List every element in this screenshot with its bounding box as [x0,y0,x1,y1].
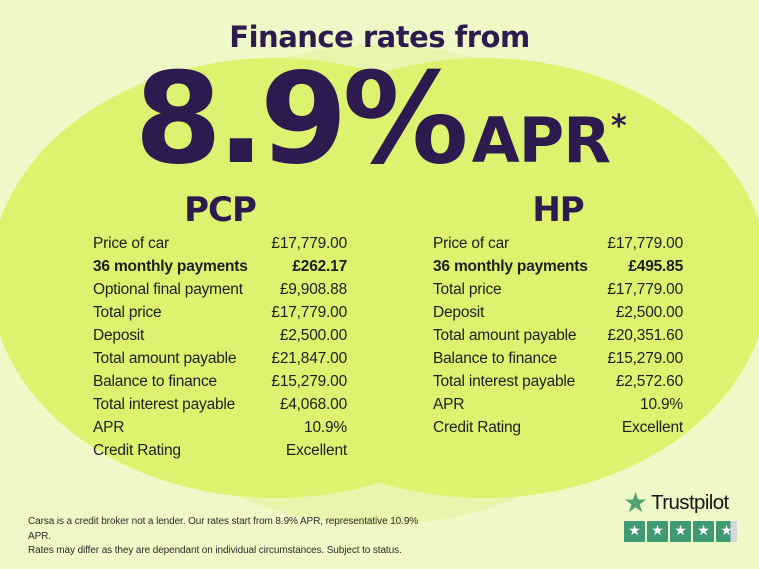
rating-star-icon: ★ [647,521,668,542]
row-value: Excellent [621,418,683,436]
table-row: 36 monthly payments £262.17 [93,255,347,278]
row-label: Credit Rating [93,441,181,459]
row-value: 10.9% [304,418,347,436]
row-value: £15,279.00 [607,349,683,367]
row-value: £17,779.00 [271,234,347,252]
asterisk: * [610,109,627,145]
row-value: £15,279.00 [271,372,347,390]
row-value: £17,779.00 [271,303,347,321]
trustpilot-star-icon: ★ [623,486,649,519]
row-value: £17,779.00 [607,234,683,252]
row-label: Balance to finance [93,372,217,390]
pcp-table: PCP Price of car £17,779.00 36 monthly pay… [93,190,347,462]
table-row: Total interest payable £4,068.00 [93,393,347,416]
row-value: £20,351.60 [607,326,683,344]
hp-table-rows: Price of car £17,779.00 36 monthly payment… [433,232,683,439]
table-row: Total price £17,779.00 [433,278,683,301]
row-label: Total price [93,303,162,321]
table-row: APR 10.9% [93,416,347,439]
row-label: Deposit [93,326,145,344]
row-label: Credit Rating [433,418,521,436]
table-row: Price of car £17,779.00 [93,232,347,255]
row-value: £2,572.60 [615,372,683,390]
row-value: £21,847.00 [271,349,347,367]
table-row: Total interest payable £2,572.60 [433,370,683,393]
row-label: Total interest payable [433,372,576,390]
row-label: 36 monthly payments [93,257,248,275]
table-row: Balance to finance £15,279.00 [433,347,683,370]
row-label: Total interest payable [93,395,236,413]
table-row: Balance to finance £15,279.00 [93,370,347,393]
table-row: Total price £17,779.00 [93,301,347,324]
row-label: Balance to finance [433,349,557,367]
pcp-table-rows: Price of car £17,779.00 36 monthly payment… [93,232,347,462]
row-value: £17,779.00 [607,280,683,298]
background-blob-right [199,58,759,498]
row-label: Price of car [433,234,509,252]
rating-star-icon: ★ [624,521,645,542]
trustpilot-logo: ★ Trustpilot [623,489,737,517]
rating-star-icon: ★ [670,521,691,542]
table-row: Price of car £17,779.00 [433,232,683,255]
row-label: APR [433,395,465,413]
trustpilot-badge[interactable]: ★ Trustpilot ★ ★ ★ ★ ★ [623,489,737,542]
row-label: APR [93,418,125,436]
row-label: 36 monthly payments [433,257,588,275]
table-row: Total amount payable £20,351.60 [433,324,683,347]
row-label: Price of car [93,234,169,252]
hp-table-title: HP [532,190,584,230]
rate-value: 8.9% [134,45,468,192]
trustpilot-rating-stars: ★ ★ ★ ★ ★ [624,521,737,542]
rating-star-icon: ★ [716,521,737,542]
hp-table: HP Price of car £17,779.00 36 monthly paym… [433,190,683,439]
table-row: Deposit £2,500.00 [433,301,683,324]
trustpilot-brand-name: Trustpilot [651,491,729,514]
table-row: Deposit £2,500.00 [93,324,347,347]
disclaimer-line-2: Rates may differ as they are dependant o… [28,545,402,556]
table-row: 36 monthly payments £495.85 [433,255,683,278]
table-row: Optional final payment £9,908.88 [93,278,347,301]
row-value: 10.9% [640,395,683,413]
row-label: Total price [433,280,502,298]
row-label: Optional final payment [93,280,243,298]
rate-unit-label: APR [471,104,611,177]
page-title: Finance rates from [229,20,530,54]
row-value: £262.17 [292,257,347,275]
table-row: APR 10.9% [433,393,683,416]
row-value: £4,068.00 [279,395,347,413]
disclaimer-line-1: Carsa is a credit broker not a lender. O… [28,516,419,542]
row-label: Total amount payable [433,326,577,344]
row-value: £2,500.00 [279,326,347,344]
rate-unit: APR* [472,109,627,172]
table-row: Credit Rating Excellent [93,439,347,462]
row-value: £9,908.88 [279,280,347,298]
row-value: £2,500.00 [615,303,683,321]
disclaimer: Carsa is a credit broker not a lender. O… [28,515,438,559]
row-label: Total amount payable [93,349,237,367]
table-row: Credit Rating Excellent [433,416,683,439]
row-label: Deposit [433,303,485,321]
rating-star-icon: ★ [693,521,714,542]
headline-rate: 8.9% APR* [0,56,759,182]
row-value: £495.85 [628,257,683,275]
table-row: Total amount payable £21,847.00 [93,347,347,370]
pcp-table-title: PCP [184,190,257,230]
row-value: Excellent [285,441,347,459]
